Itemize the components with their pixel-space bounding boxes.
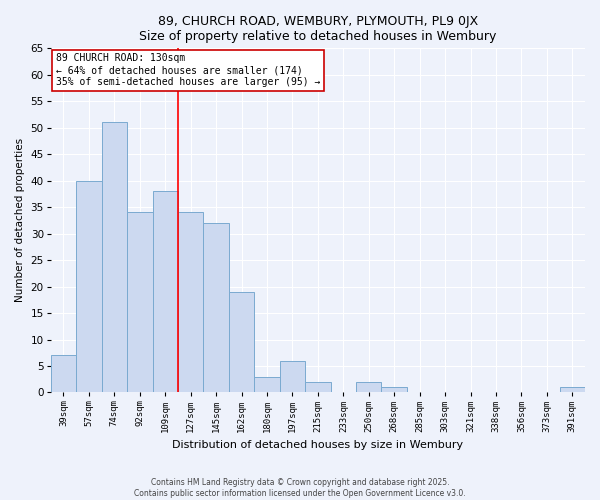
Bar [305,382,331,392]
Bar [76,180,101,392]
Bar [229,292,254,392]
Bar [280,360,305,392]
Bar [178,212,203,392]
Text: Contains HM Land Registry data © Crown copyright and database right 2025.
Contai: Contains HM Land Registry data © Crown c… [134,478,466,498]
X-axis label: Distribution of detached houses by size in Wembury: Distribution of detached houses by size … [172,440,463,450]
Bar [152,192,178,392]
Bar [560,387,585,392]
Bar [101,122,127,392]
Bar [51,356,76,393]
Bar [356,382,382,392]
Y-axis label: Number of detached properties: Number of detached properties [15,138,25,302]
Title: 89, CHURCH ROAD, WEMBURY, PLYMOUTH, PL9 0JX
Size of property relative to detache: 89, CHURCH ROAD, WEMBURY, PLYMOUTH, PL9 … [139,15,497,43]
Text: 89 CHURCH ROAD: 130sqm
← 64% of detached houses are smaller (174)
35% of semi-de: 89 CHURCH ROAD: 130sqm ← 64% of detached… [56,54,320,86]
Bar [203,223,229,392]
Bar [254,376,280,392]
Bar [127,212,152,392]
Bar [382,387,407,392]
